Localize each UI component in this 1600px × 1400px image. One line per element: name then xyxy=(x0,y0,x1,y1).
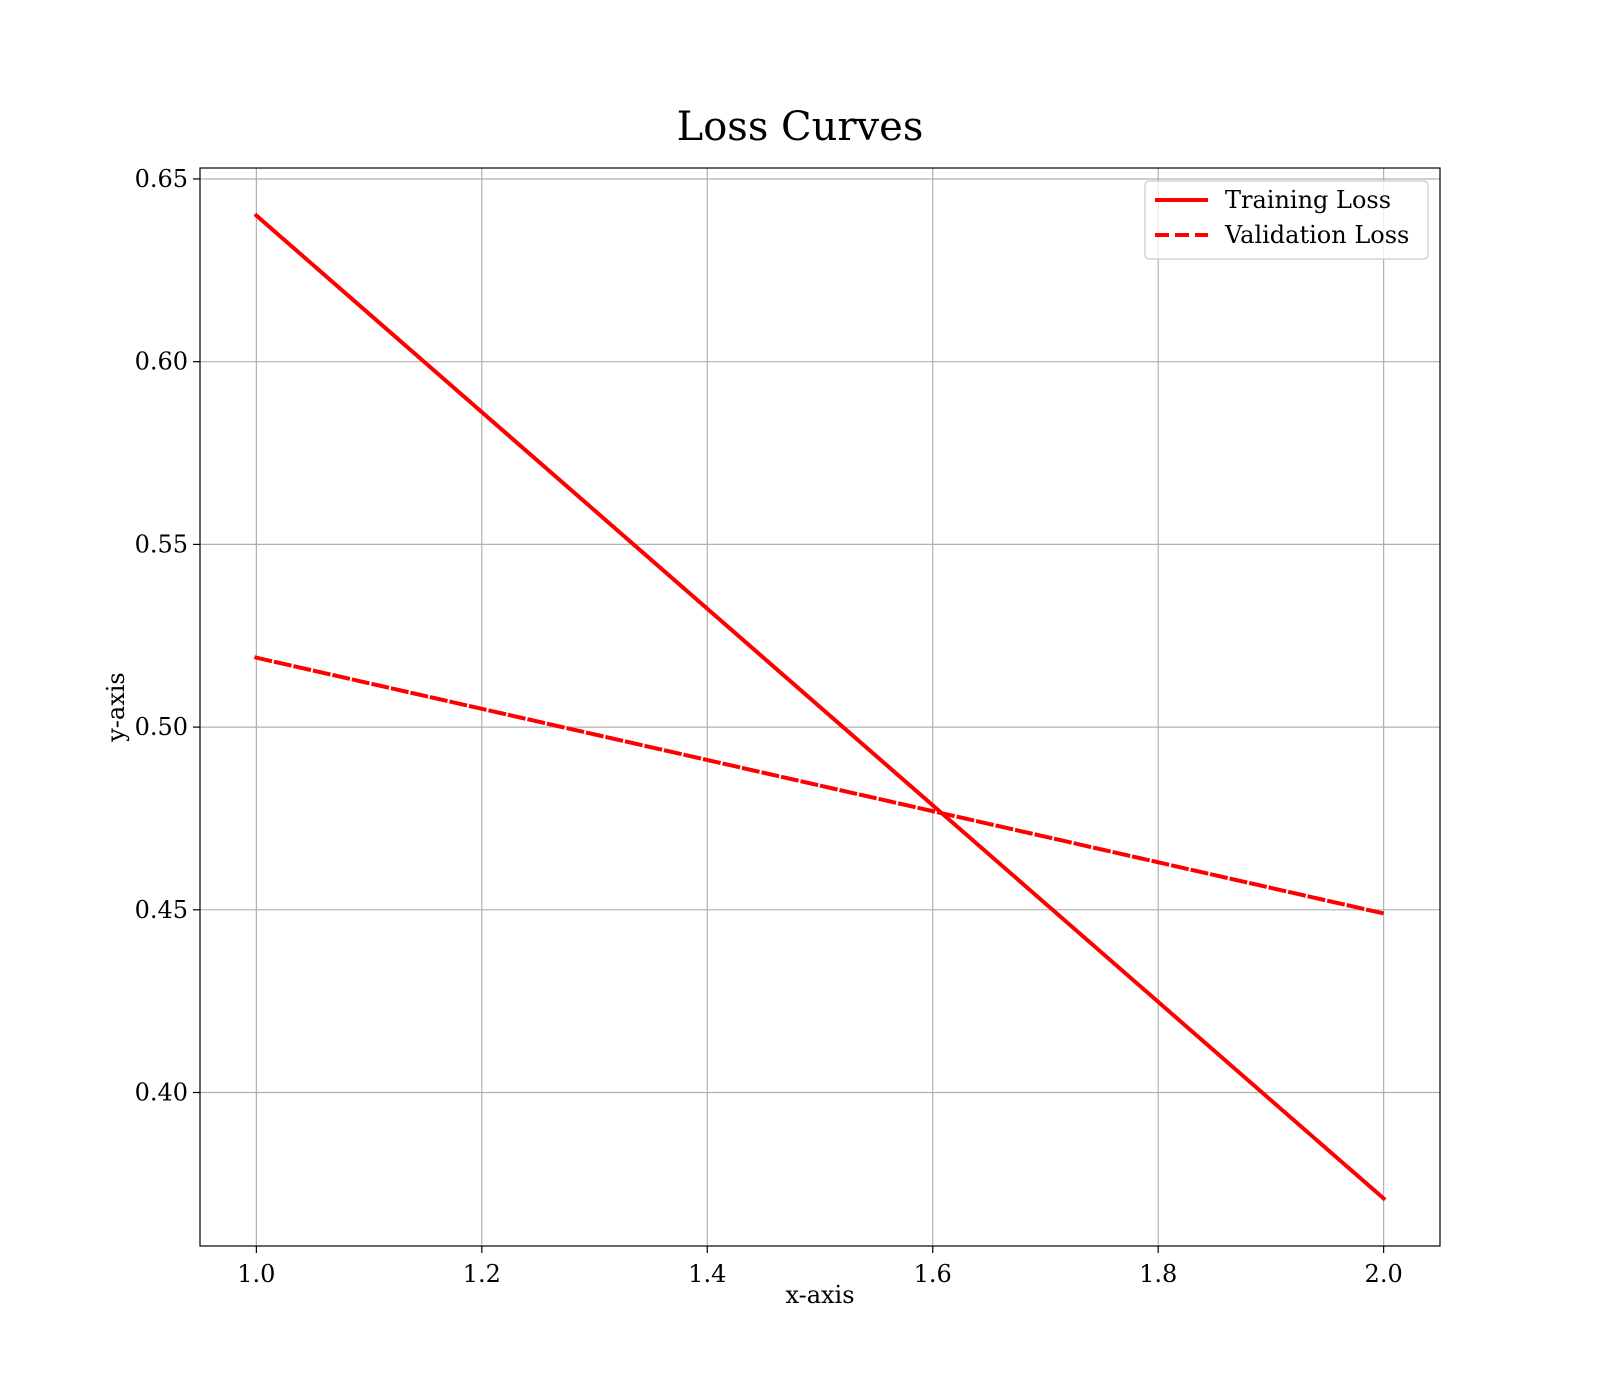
y-tick-label: 0.60 xyxy=(135,348,188,376)
y-axis-label: y-axis xyxy=(102,672,130,743)
grid-layer xyxy=(200,168,1440,1246)
legend-label-validation-loss: Validation Loss xyxy=(1224,221,1409,249)
legend: Training Loss Validation Loss xyxy=(1144,180,1429,260)
chart-title: Loss Curves xyxy=(677,104,924,150)
series-line-training-loss xyxy=(253,212,1387,1202)
x-tick-label: 1.4 xyxy=(688,1260,726,1288)
plot-frame xyxy=(199,167,1441,1247)
x-axis-label: x-axis xyxy=(785,1281,854,1309)
y-tick-label: 0.65 xyxy=(135,165,188,193)
y-tick-label: 0.40 xyxy=(135,1079,188,1107)
x-tick-label: 1.0 xyxy=(237,1260,275,1288)
legend-box xyxy=(1144,180,1429,260)
y-tick-label: 0.45 xyxy=(135,896,188,924)
tick-layer: 1.0 1.2 1.4 1.6 1.8 2.0 0.40 0.45 0.50 0.55 0.60 0.… xyxy=(135,165,1403,1288)
series-layer xyxy=(253,212,1387,1202)
x-tick-label: 2.0 xyxy=(1365,1260,1403,1288)
legend-label-training-loss: Training Loss xyxy=(1225,186,1391,214)
y-tick-label: 0.55 xyxy=(135,530,188,558)
series-line-validation-loss xyxy=(253,655,1387,916)
x-tick-label: 1.6 xyxy=(914,1260,952,1288)
y-tick-label: 0.50 xyxy=(135,713,188,741)
x-tick-label: 1.2 xyxy=(463,1260,501,1288)
x-tick-label: 1.8 xyxy=(1139,1260,1177,1288)
